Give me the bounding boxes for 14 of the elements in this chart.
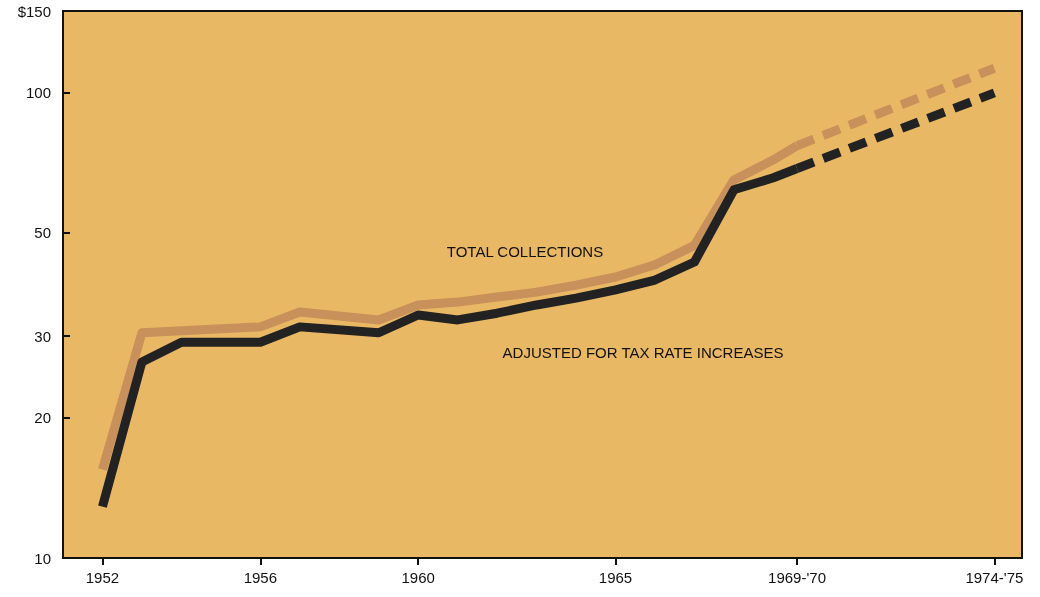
- x-tick-label: 1956: [243, 569, 278, 586]
- x-tick-label: 1965: [598, 569, 633, 586]
- annotation: ADJUSTED FOR TAX RATE INCREASES: [502, 343, 784, 361]
- y-tick-label: 30: [34, 327, 51, 345]
- x-tick-label: 1969-'70: [768, 569, 827, 586]
- x-tick-label: 1952: [85, 569, 120, 586]
- x-tick-label: 1974-'75: [965, 569, 1024, 586]
- y-tick-label: $150: [17, 2, 51, 20]
- x-tick-label: 1960: [401, 569, 435, 586]
- y-tick-label: 20: [34, 409, 51, 427]
- y-tick-label: 10: [34, 549, 51, 567]
- y-tick-label: 100: [25, 84, 51, 102]
- annotation: TOTAL COLLECTIONS: [446, 242, 604, 260]
- y-tick-label: 50: [34, 224, 51, 242]
